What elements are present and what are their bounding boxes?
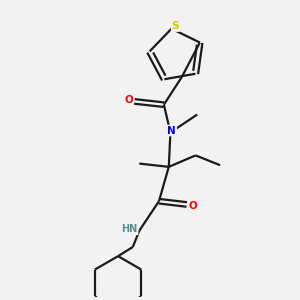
Text: N: N [167, 125, 176, 136]
Text: O: O [124, 95, 133, 105]
Text: S: S [172, 21, 179, 31]
Text: HN: HN [122, 224, 138, 234]
Text: O: O [188, 201, 197, 211]
